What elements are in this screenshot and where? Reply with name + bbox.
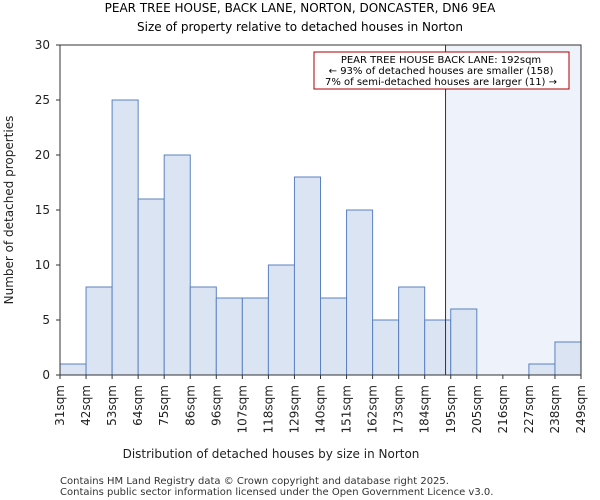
x-tick-label-129sqm: 129sqm: [287, 385, 301, 433]
chart-title: PEAR TREE HOUSE, BACK LANE, NORTON, DONC…: [105, 1, 496, 15]
y-tick-label-15: 15: [35, 203, 50, 217]
bar-227sqm: [528, 363, 556, 376]
x-tick-label-107sqm: 107sqm: [235, 385, 249, 433]
bar-129sqm: [293, 176, 322, 376]
x-tick-label-75sqm: 75sqm: [157, 385, 171, 426]
bar-238sqm: [554, 341, 582, 376]
bar-151sqm: [346, 209, 374, 376]
x-tick-label-227sqm: 227sqm: [522, 385, 536, 433]
x-tick-label-238sqm: 238sqm: [548, 385, 562, 433]
x-tick-label-151sqm: 151sqm: [340, 385, 354, 433]
x-tick-label-195sqm: 195sqm: [444, 385, 458, 433]
bar-173sqm: [398, 286, 426, 376]
x-tick-label-140sqm: 140sqm: [314, 385, 328, 433]
x-axis-label: Distribution of detached houses by size …: [123, 447, 420, 461]
y-tick-label-10: 10: [35, 258, 50, 272]
x-tick-label-42sqm: 42sqm: [79, 385, 93, 426]
bar-140sqm: [320, 297, 348, 376]
bar-86sqm: [189, 286, 217, 376]
bar-75sqm: [163, 154, 191, 376]
annotation-line2: ← 93% of detached houses are smaller (15…: [329, 66, 554, 77]
footer-line2: Contains public sector information licen…: [60, 487, 493, 498]
bar-42sqm: [85, 286, 113, 376]
y-tick-label-5: 5: [42, 313, 50, 327]
y-tick-label-30: 30: [35, 38, 50, 52]
annotation-box: [313, 51, 570, 90]
bar-184sqm: [424, 319, 452, 376]
x-tick-label-249sqm: 249sqm: [574, 385, 588, 433]
y-axis-label: Number of detached properties: [2, 116, 16, 305]
x-tick-label-184sqm: 184sqm: [418, 385, 432, 433]
x-tick-label-86sqm: 86sqm: [183, 385, 197, 426]
annotation-line3: 7% of semi-detached houses are larger (1…: [325, 77, 557, 88]
bar-107sqm: [241, 297, 269, 376]
x-tick-label-162sqm: 162sqm: [366, 385, 380, 433]
bar-118sqm: [267, 264, 295, 376]
x-tick-label-96sqm: 96sqm: [209, 385, 223, 426]
plot-frame: [59, 44, 582, 376]
x-tick-label-53sqm: 53sqm: [105, 385, 119, 426]
y-tick-label-20: 20: [35, 148, 50, 162]
bar-96sqm: [215, 297, 243, 376]
x-tick-label-64sqm: 64sqm: [131, 385, 145, 426]
footer-line1: Contains HM Land Registry data © Crown c…: [60, 476, 449, 487]
y-axis: 0 5 10 15 20 25 30: [35, 38, 60, 382]
bars-group: [59, 99, 582, 376]
y-tick-label-25: 25: [35, 93, 50, 107]
bar-162sqm: [372, 319, 400, 376]
x-tick-label-205sqm: 205sqm: [470, 385, 484, 433]
y-tick-label-0: 0: [42, 368, 50, 382]
x-axis: 31sqm 42sqm 53sqm 64sqm 75sqm 86sqm 96sqm 107sq…: [53, 375, 588, 433]
x-tick-label-216sqm: 216sqm: [496, 385, 510, 433]
x-tick-label-118sqm: 118sqm: [261, 385, 275, 433]
x-tick-label-173sqm: 173sqm: [392, 385, 406, 433]
bar-64sqm: [137, 198, 165, 376]
annotation-line1: PEAR TREE HOUSE BACK LANE: 192sqm: [341, 55, 541, 66]
bar-53sqm: [111, 99, 139, 376]
chart-subtitle: Size of property relative to detached ho…: [137, 20, 463, 34]
bar-31sqm: [59, 363, 87, 376]
x-tick-label-31sqm: 31sqm: [53, 385, 67, 426]
bar-195sqm: [450, 308, 478, 376]
